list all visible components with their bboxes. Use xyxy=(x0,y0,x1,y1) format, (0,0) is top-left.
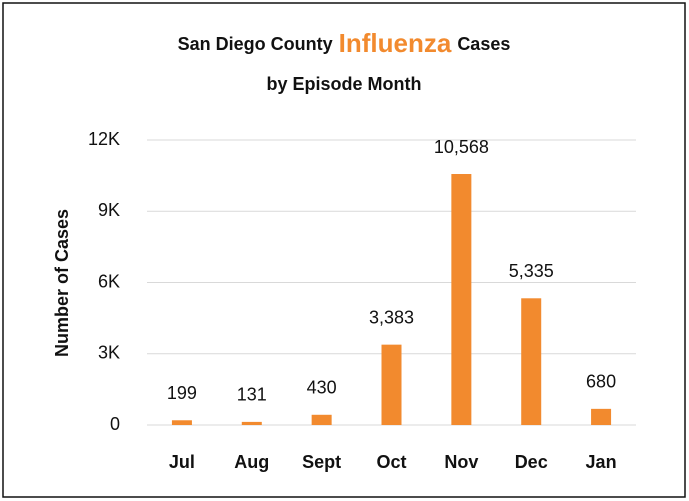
bar xyxy=(381,344,402,425)
x-tick-label: Nov xyxy=(444,452,478,472)
data-label: 5,335 xyxy=(509,261,554,281)
x-tick-label: Jul xyxy=(169,452,195,472)
bar xyxy=(591,408,612,425)
chart-subtitle: by Episode Month xyxy=(267,74,422,94)
y-tick-label: 6K xyxy=(98,271,120,291)
data-label: 430 xyxy=(307,378,337,398)
y-tick-label: 9K xyxy=(98,200,120,220)
data-label: 680 xyxy=(586,372,616,392)
x-tick-label: Jan xyxy=(586,452,617,472)
bar xyxy=(311,414,332,425)
data-label: 199 xyxy=(167,383,197,403)
title-prefix: San Diego County xyxy=(178,34,333,54)
y-tick-label: 3K xyxy=(98,343,120,363)
x-tick-label: Dec xyxy=(515,452,548,472)
x-tick-label: Oct xyxy=(376,452,406,472)
data-label: 10,568 xyxy=(434,137,489,157)
y-axis-label: Number of Cases xyxy=(52,209,72,357)
x-tick-label: Aug xyxy=(234,452,269,472)
data-label: 131 xyxy=(237,385,267,405)
title-highlight: Influenza xyxy=(339,28,452,58)
bar xyxy=(451,174,472,425)
bar xyxy=(521,298,542,425)
y-tick-label: 12K xyxy=(88,129,120,149)
x-tick-label: Sept xyxy=(302,452,341,472)
bar xyxy=(241,421,262,425)
data-label: 3,383 xyxy=(369,307,414,327)
bar xyxy=(171,420,192,425)
chart-title: San Diego County Influenza Cases xyxy=(178,28,511,58)
y-tick-label: 0 xyxy=(110,414,120,434)
title-suffix: Cases xyxy=(457,34,510,54)
